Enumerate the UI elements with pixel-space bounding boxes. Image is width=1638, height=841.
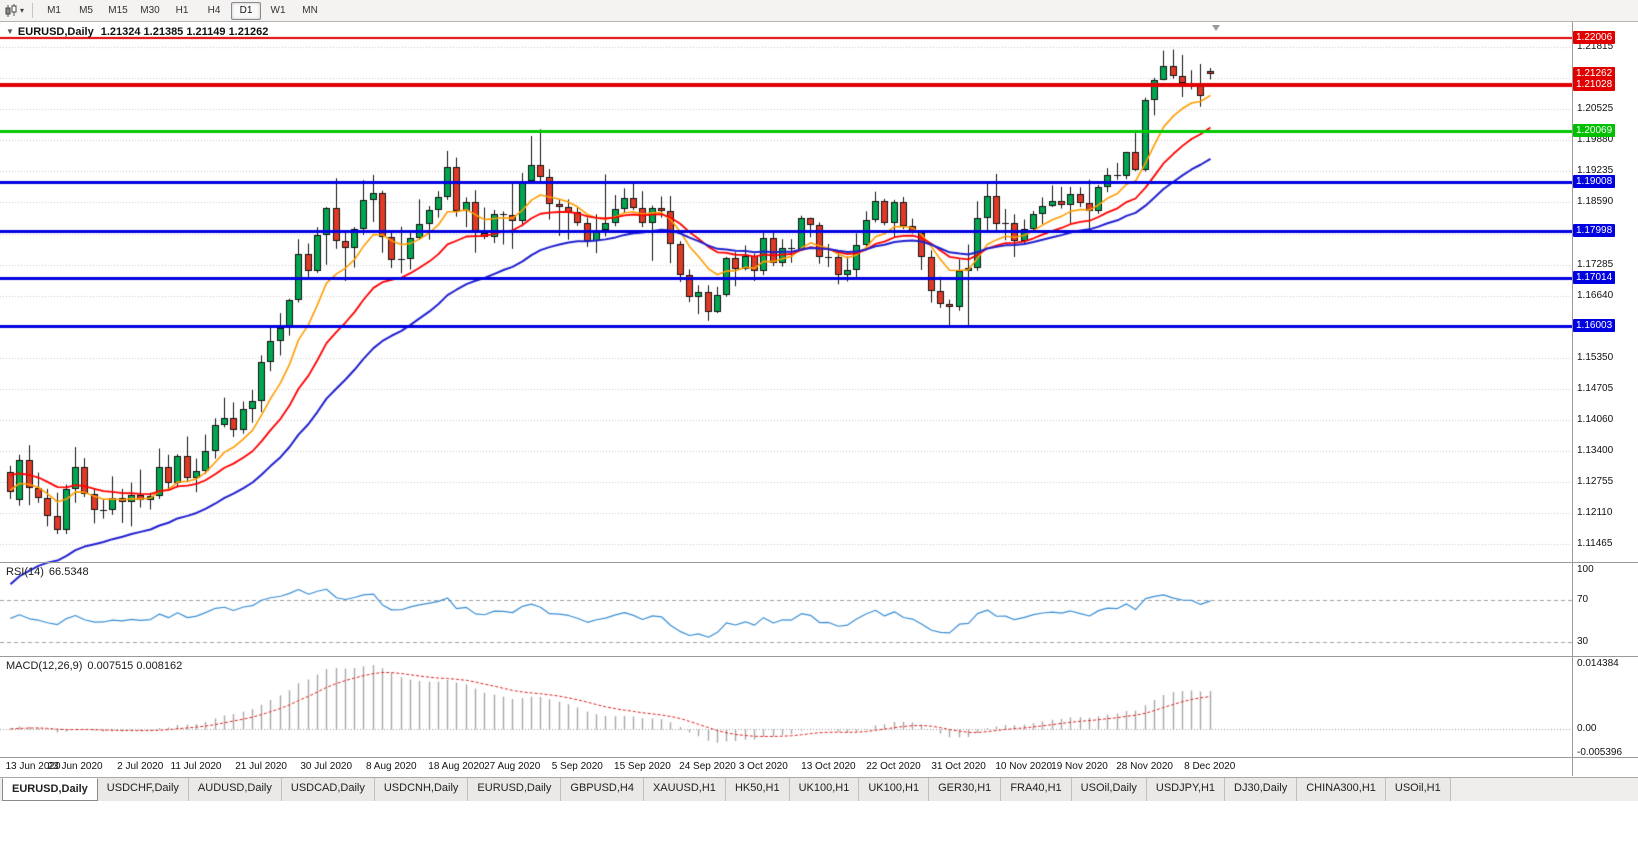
price-axis-label: 1.21815 — [1577, 41, 1614, 53]
macd-panel-resize-handle[interactable] — [0, 656, 1638, 657]
rsi-name: RSI(14) — [6, 566, 44, 578]
candlestick-chart-icon[interactable] — [4, 3, 18, 18]
timeframe-button-h4[interactable]: H4 — [207, 4, 221, 16]
price-axis-label: 1.13400 — [1577, 445, 1614, 457]
date-axis-label: 28 Nov 2020 — [1116, 761, 1173, 772]
chart-tab-12-fra40-h1[interactable]: FRA40,H1 — [1001, 778, 1072, 801]
timeframe-toolbar: ▾ M1 M5 M15 M30 H1 H4 D1 W1 MN — [0, 0, 1638, 22]
chart-tab-10-uk100-h1[interactable]: UK100,H1 — [859, 778, 930, 801]
timeframe-buttons-group: M1 M5 M15 M30 H1 H4 D1 W1 MN — [38, 1, 326, 20]
price-tag-1.21028: 1.21028 — [1573, 78, 1616, 92]
price-axis-label: 1.16640 — [1577, 289, 1614, 301]
timeframe-button-m1[interactable]: M1 — [47, 4, 61, 16]
price-tag-1.22006: 1.22006 — [1573, 31, 1616, 45]
price-tag-1.17998: 1.17998 — [1573, 223, 1616, 237]
date-axis-label: 30 Jul 2020 — [300, 761, 353, 772]
date-axis-label: 11 Jul 2020 — [170, 761, 222, 772]
date-axis-label: 8 Aug 2020 — [365, 761, 417, 772]
macd-axis-label-0.014384: 0.014384 — [1577, 658, 1619, 670]
date-axis-label: 21 Jul 2020 — [235, 761, 287, 772]
price-tag-1.16003: 1.16003 — [1573, 319, 1616, 333]
timeframe-button-m5[interactable]: M5 — [79, 4, 93, 16]
chart-tab-8-hk50-h1[interactable]: HK50,H1 — [725, 778, 790, 801]
chart-ohlc-values: 1.21324 1.21385 1.21149 1.21262 — [100, 26, 269, 38]
macd-axis-label-0.00: 0.00 — [1577, 722, 1597, 734]
timeframe-button-mn[interactable]: MN — [302, 4, 318, 16]
rsi-level-label-70: 70 — [1577, 593, 1589, 605]
chart-tab-2-audusd-daily[interactable]: AUDUSD,Daily — [188, 778, 282, 801]
timeframe-button-d1[interactable]: D1 — [231, 1, 262, 20]
collapse-triangle-icon[interactable]: ▼ — [6, 27, 14, 36]
price-tag-1.20069: 1.20069 — [1573, 124, 1616, 138]
chart-tab-9-uk100-h1[interactable]: UK100,H1 — [789, 778, 860, 801]
date-axis-label: 3 Oct 2020 — [738, 761, 788, 772]
date-axis-label: 19 Nov 2020 — [1051, 761, 1108, 772]
chart-tab-3-usdcad-daily[interactable]: USDCAD,Daily — [281, 778, 375, 801]
rsi-level-label-100: 100 — [1577, 564, 1594, 575]
chart-tab-5-eurusd-daily[interactable]: EURUSD,Daily — [468, 778, 562, 801]
price-axis-separator — [1572, 22, 1573, 776]
date-axis-label: 2 Jul 2020 — [117, 761, 164, 772]
chart-tab-17-usoil-h1[interactable]: USOil,H1 — [1385, 778, 1451, 801]
chart-tab-11-ger30-h1[interactable]: GER30,H1 — [929, 778, 1002, 801]
date-axis-label: 8 Dec 2020 — [1184, 761, 1236, 772]
date-axis-separator — [0, 757, 1638, 758]
chart-tab-7-xauusd-h1[interactable]: XAUUSD,H1 — [643, 778, 726, 801]
date-axis-label: 23 Jun 2020 — [47, 761, 103, 772]
price-tag-1.21262: 1.21262 — [1573, 66, 1616, 80]
chart-tab-4-usdcnh-daily[interactable]: USDCNH,Daily — [374, 778, 469, 801]
date-axis-label: 5 Sep 2020 — [551, 761, 603, 772]
timeframe-button-w1[interactable]: W1 — [270, 4, 286, 16]
chart-tab-13-usoil-daily[interactable]: USOil,Daily — [1071, 778, 1147, 801]
price-tag-1.19008: 1.19008 — [1573, 175, 1616, 189]
macd-indicator-label: MACD(12,26,9) 0.007515 0.008162 — [6, 660, 182, 672]
chart-tab-16-china300-h1[interactable]: CHINA300,H1 — [1297, 778, 1386, 801]
price-axis-label: 1.17285 — [1577, 258, 1614, 270]
price-axis-label: 1.19880 — [1577, 134, 1614, 146]
chart-tab-1-usdchf-daily[interactable]: USDCHF,Daily — [97, 778, 189, 801]
date-axis-label: 13 Jun 2020 — [5, 761, 61, 772]
rsi-indicator-label: RSI(14) 66.5348 — [6, 566, 89, 578]
price-axis-label: 1.12110 — [1577, 507, 1613, 519]
date-axis-label: 13 Oct 2020 — [801, 761, 856, 772]
price-axis-label: 1.19235 — [1577, 165, 1614, 177]
chart-symbol-period: EURUSD,Daily — [17, 26, 94, 38]
rsi-level-label-30: 30 — [1577, 635, 1589, 647]
date-axis-label: 27 Aug 2020 — [484, 761, 541, 772]
chart-shift-marker-icon[interactable] — [1212, 25, 1220, 31]
rsi-value: 66.5348 — [48, 566, 89, 578]
chart-type-dropdown-caret-icon[interactable]: ▾ — [20, 6, 25, 15]
date-axis-label: 18 Aug 2020 — [428, 761, 485, 772]
timeframe-button-m30[interactable]: M30 — [140, 4, 160, 16]
chart-tab-14-usdjpy-h1[interactable]: USDJPY,H1 — [1146, 778, 1226, 801]
date-axis-label: 15 Sep 2020 — [614, 761, 671, 772]
chart-title: ▼ EURUSD,Daily 1.21324 1.21385 1.21149 1.2… — [6, 26, 268, 38]
date-axis-label: 10 Nov 2020 — [995, 761, 1053, 772]
price-axis-label: 1.14060 — [1577, 413, 1614, 425]
chart-tab-15-dj30-daily[interactable]: DJ30,Daily — [1225, 778, 1298, 801]
price-axis-label: 1.14705 — [1577, 382, 1614, 394]
date-axis-label: 22 Oct 2020 — [866, 761, 921, 772]
toolbar-separator — [32, 3, 34, 18]
timeframe-button-m15[interactable]: M15 — [108, 4, 128, 16]
chart-window-tabbar: EURUSD,Daily USDCHF,Daily AUDUSD,Daily USDC… — [0, 777, 1638, 801]
price-axis-label: 1.12755 — [1577, 476, 1614, 488]
price-axis-label: 1.11465 — [1577, 538, 1613, 550]
chart-tab-0-eurusd-daily[interactable]: EURUSD,Daily — [2, 778, 98, 801]
price-axis-label: 1.20525 — [1577, 103, 1614, 115]
rsi-panel-resize-handle[interactable] — [0, 562, 1638, 563]
timeframe-button-h1[interactable]: H1 — [175, 4, 189, 16]
price-tag-1.17014: 1.17014 — [1573, 270, 1616, 284]
chart-tab-6-gbpusd-h4[interactable]: GBPUSD,H4 — [561, 778, 644, 801]
price-axis-label: 1.15350 — [1577, 351, 1614, 363]
macd-values: 0.007515 0.008162 — [87, 660, 183, 672]
date-axis-label: 31 Oct 2020 — [931, 761, 986, 772]
macd-name: MACD(12,26,9) — [6, 660, 83, 672]
date-axis-label: 24 Sep 2020 — [679, 761, 736, 772]
chart-canvas[interactable] — [0, 22, 1572, 758]
price-axis-label: 1.18590 — [1577, 196, 1614, 208]
